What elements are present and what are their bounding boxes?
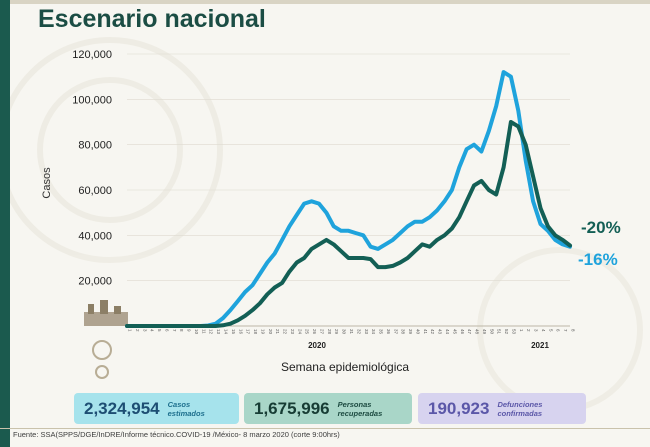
x-tick-label: 36	[386, 329, 391, 335]
x-tick-label: 3	[534, 329, 539, 332]
cases-label-line-2: estimados	[167, 408, 205, 418]
cases-label: Casos estimados	[168, 400, 205, 418]
x-tick-label: 22	[283, 329, 288, 335]
x-tick-labels: 1 2 3 4 5 6 7 8 9 10 11 12 13 14 15 16 17 18 19 20 21 22 23 24 2…	[128, 329, 576, 335]
x-tick-label: 7	[172, 329, 177, 332]
x-tick-label: 23	[290, 329, 295, 335]
cases-label-line-1: Casos	[167, 399, 191, 409]
x-tick-label: 11	[201, 329, 206, 334]
x-tick-label: 38	[401, 329, 406, 335]
x-tick-label: 42	[430, 329, 435, 335]
x-tick-label: 6	[164, 329, 169, 332]
x-tick-label: 53	[511, 329, 516, 335]
x-tick-label: 31	[349, 329, 354, 335]
recovered-label-line-1: Personas	[337, 399, 372, 409]
x-tick-label: 14	[223, 329, 228, 335]
recovered-value: 1,675,996	[254, 398, 330, 418]
x-tick-label: 18	[253, 329, 258, 335]
year-label-2021: 2021	[531, 341, 549, 350]
cases-value: 2,324,954	[84, 398, 160, 418]
x-tick-label: 5	[548, 329, 553, 332]
x-tick-label: 24	[297, 329, 302, 335]
stat-card-recovered: 1,675,996 Personas recuperadas	[244, 393, 412, 424]
y-tick-label: 120,000	[72, 49, 112, 61]
stat-card-cases: 2,324,954 Casos estimados	[74, 393, 239, 424]
x-tick-label: 15	[231, 329, 236, 335]
x-tick-label: 37	[393, 329, 398, 335]
y-tick-label: 80,000	[78, 140, 112, 152]
x-tick-label: 44	[445, 329, 450, 335]
x-tick-label: 25	[305, 329, 310, 335]
x-tick-label: 17	[246, 329, 251, 335]
x-tick-label: 51	[497, 329, 502, 335]
footer-divider	[0, 428, 650, 429]
x-tick-label: 3	[142, 329, 147, 332]
x-tick-label: 50	[489, 329, 494, 335]
x-tick-label: 48	[475, 329, 480, 335]
x-tick-label: 45	[452, 329, 457, 335]
x-tick-label: 10	[194, 329, 199, 335]
series-line-recovered	[125, 120, 572, 328]
deaths-label-line-1: Defunciones	[497, 399, 543, 409]
line-chart: 20,000 40,000 60,000 80,000 100,000 120,000 1…	[41, 49, 621, 379]
y-tick-label: 60,000	[78, 185, 112, 197]
x-tick-label: 8	[179, 329, 184, 332]
side-bar	[0, 0, 10, 447]
recovered-label: Personas recuperadas	[338, 400, 383, 418]
x-tick-label: 12	[209, 329, 214, 335]
cases-change-label: -16%	[578, 250, 618, 269]
series-line-estimated-cases	[125, 70, 572, 328]
recovered-label-line-2: recuperadas	[337, 408, 383, 418]
x-tick-label: 33	[364, 329, 369, 335]
x-tick-label: 26	[312, 329, 317, 335]
source-note: Fuente: SSA(SPPS/DGE/InDRE/Informe técni…	[13, 430, 340, 439]
x-tick-label: 6	[556, 329, 561, 332]
x-tick-label: 13	[216, 329, 221, 335]
x-tick-label: 1	[128, 329, 133, 332]
x-tick-label: 29	[334, 329, 339, 335]
y-tick-labels: 20,000 40,000 60,000 80,000 100,000 120,000	[72, 49, 112, 288]
x-tick-label: 1	[519, 329, 524, 332]
x-tick-label: 5	[157, 329, 162, 332]
x-tick-label: 4	[541, 329, 546, 332]
x-tick-label: 34	[371, 329, 376, 335]
x-tick-label: 41	[423, 329, 428, 335]
x-tick-label: 40	[415, 329, 420, 335]
y-tick-label: 100,000	[72, 94, 112, 106]
top-bar	[0, 0, 650, 4]
logo-emblem	[84, 300, 128, 379]
x-tick-label: 52	[504, 329, 509, 335]
year-label-2020: 2020	[308, 341, 326, 350]
x-tick-label: 28	[327, 329, 332, 335]
stat-card-deaths: 190,923 Defunciones confirmadas	[418, 393, 586, 424]
x-tick-label: 8	[571, 329, 576, 332]
x-tick-label: 7	[563, 329, 568, 332]
x-tick-label: 9	[187, 329, 192, 332]
y-tick-label: 20,000	[78, 276, 112, 288]
x-tick-label: 32	[356, 329, 361, 335]
y-axis-label: Casos	[41, 167, 53, 199]
x-tick-label: 49	[482, 329, 487, 335]
x-tick-label: 4	[150, 329, 155, 332]
x-axis-label: Semana epidemiológica	[281, 360, 409, 374]
deaths-label-line-2: confirmadas	[497, 408, 543, 418]
x-tick-label: 20	[268, 329, 273, 335]
recovered-change-label: -20%	[581, 218, 621, 237]
x-tick-label: 2	[135, 329, 140, 332]
x-tick-label: 30	[342, 329, 347, 335]
page-title: Escenario nacional	[38, 5, 266, 33]
x-tick-label: 2	[526, 329, 531, 332]
x-tick-label: 35	[379, 329, 384, 335]
x-tick-label: 39	[408, 329, 413, 335]
x-tick-label: 16	[238, 329, 243, 335]
x-tick-label: 46	[460, 329, 465, 335]
x-tick-label: 19	[260, 329, 265, 335]
x-tick-label: 47	[467, 329, 472, 335]
y-tick-label: 40,000	[78, 230, 112, 242]
x-tick-label: 21	[275, 329, 280, 335]
deaths-value: 190,923	[428, 398, 490, 418]
deaths-label: Defunciones confirmadas	[497, 400, 542, 418]
x-tick-label: 43	[438, 329, 443, 335]
x-tick-label: 27	[319, 329, 324, 335]
